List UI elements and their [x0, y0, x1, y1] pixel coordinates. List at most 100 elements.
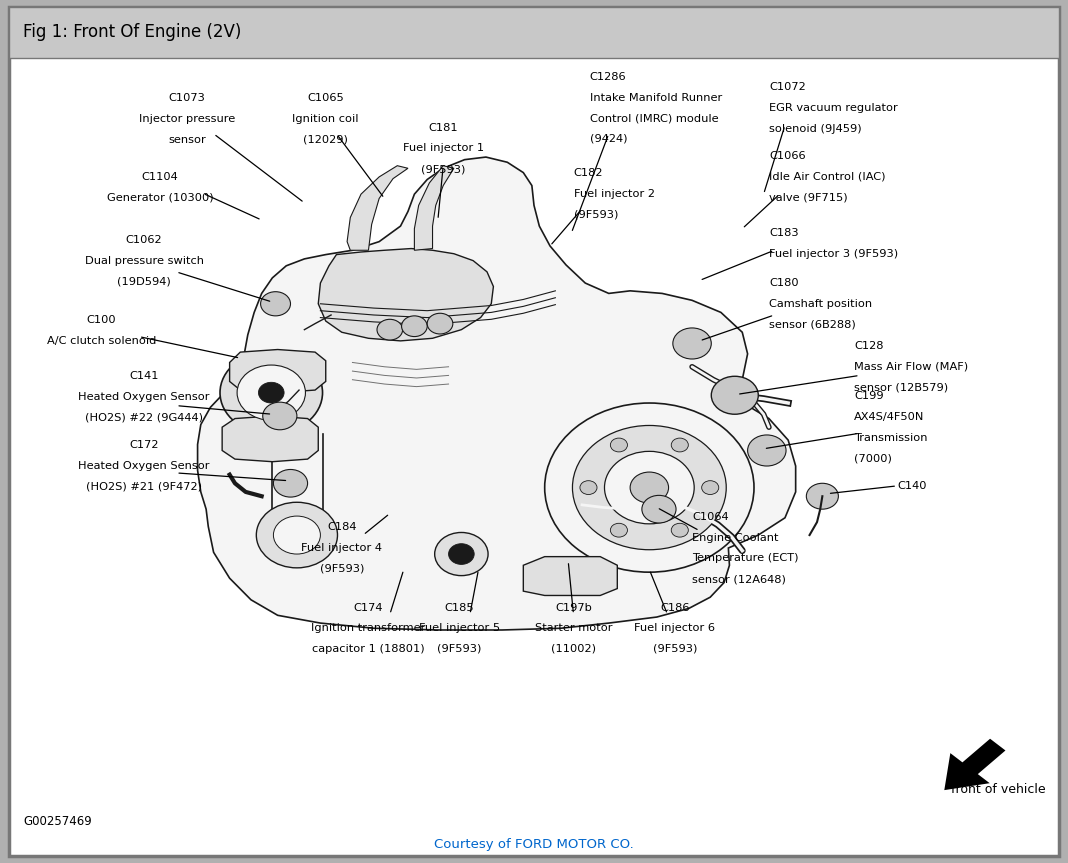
Text: (9F593): (9F593)	[437, 644, 482, 654]
Text: solenoid (9J459): solenoid (9J459)	[769, 123, 862, 134]
Text: AX4S/4F50N: AX4S/4F50N	[854, 412, 925, 422]
Polygon shape	[318, 249, 493, 341]
Text: C186: C186	[660, 602, 690, 613]
Circle shape	[604, 451, 694, 524]
Polygon shape	[523, 557, 617, 595]
Text: (9424): (9424)	[590, 134, 627, 144]
Text: sensor (12A648): sensor (12A648)	[692, 574, 786, 584]
Circle shape	[220, 351, 323, 434]
Text: (9F593): (9F593)	[574, 210, 618, 220]
Text: C1065: C1065	[308, 93, 344, 104]
Text: (9F593): (9F593)	[421, 164, 466, 174]
Text: G00257469: G00257469	[23, 815, 92, 828]
Text: Fuel injector 2: Fuel injector 2	[574, 189, 655, 199]
Text: Fuel injector 4: Fuel injector 4	[301, 543, 382, 553]
Text: (12029): (12029)	[303, 135, 348, 145]
Text: C172: C172	[129, 440, 159, 450]
Circle shape	[671, 523, 688, 537]
Text: Intake Manifold Runner: Intake Manifold Runner	[590, 92, 722, 103]
Text: C1286: C1286	[590, 72, 626, 82]
FancyBboxPatch shape	[9, 7, 1059, 856]
Text: C182: C182	[574, 168, 603, 179]
Circle shape	[673, 328, 711, 359]
Text: Fig 1: Front Of Engine (2V): Fig 1: Front Of Engine (2V)	[23, 23, 241, 41]
Text: Ignition coil: Ignition coil	[293, 114, 359, 124]
Circle shape	[611, 438, 628, 452]
Text: sensor (12B579): sensor (12B579)	[854, 382, 948, 393]
Text: Mass Air Flow (MAF): Mass Air Flow (MAF)	[854, 362, 969, 372]
Text: Control (IMRC) module: Control (IMRC) module	[590, 113, 718, 123]
Text: Transmission: Transmission	[854, 432, 928, 443]
Text: C180: C180	[769, 278, 799, 288]
Polygon shape	[414, 166, 454, 250]
Text: Fuel injector 5: Fuel injector 5	[419, 623, 500, 633]
Circle shape	[435, 532, 488, 576]
FancyArrow shape	[943, 737, 1007, 791]
Text: valve (9F715): valve (9F715)	[769, 192, 848, 203]
Text: sensor: sensor	[168, 135, 206, 145]
Text: Fuel injector 6: Fuel injector 6	[634, 623, 716, 633]
Text: C1104: C1104	[142, 172, 178, 182]
Circle shape	[273, 516, 320, 554]
Text: Engine Coolant: Engine Coolant	[692, 532, 779, 543]
Text: (HO2S) #22 (9G444): (HO2S) #22 (9G444)	[85, 413, 203, 423]
Text: C1064: C1064	[692, 512, 728, 522]
Text: (HO2S) #21 (9F472): (HO2S) #21 (9F472)	[87, 482, 202, 492]
Circle shape	[572, 425, 726, 550]
Circle shape	[711, 376, 758, 414]
Text: C184: C184	[327, 522, 357, 532]
Text: Camshaft position: Camshaft position	[769, 299, 873, 309]
Circle shape	[377, 319, 403, 340]
Text: C1073: C1073	[169, 93, 205, 104]
Text: C128: C128	[854, 341, 884, 351]
Polygon shape	[198, 157, 796, 630]
Text: capacitor 1 (18801): capacitor 1 (18801)	[312, 644, 425, 654]
Circle shape	[545, 403, 754, 572]
Circle shape	[258, 382, 284, 403]
Circle shape	[237, 365, 305, 420]
Text: C174: C174	[354, 602, 383, 613]
FancyBboxPatch shape	[9, 7, 1059, 58]
Text: Temperature (ECT): Temperature (ECT)	[692, 553, 799, 564]
Circle shape	[611, 523, 627, 537]
Text: C100: C100	[87, 315, 116, 325]
Text: (7000): (7000)	[854, 453, 892, 463]
Text: C141: C141	[129, 371, 159, 381]
Text: Ignition transformer: Ignition transformer	[311, 623, 426, 633]
Text: Heated Oxygen Sensor: Heated Oxygen Sensor	[78, 392, 210, 402]
Polygon shape	[230, 350, 326, 393]
Circle shape	[748, 435, 786, 466]
Text: Heated Oxygen Sensor: Heated Oxygen Sensor	[78, 461, 210, 471]
Circle shape	[671, 438, 688, 452]
Text: (11002): (11002)	[551, 644, 596, 654]
Circle shape	[702, 481, 719, 494]
Circle shape	[256, 502, 337, 568]
Polygon shape	[222, 416, 318, 462]
Circle shape	[402, 316, 427, 337]
Text: (9F593): (9F593)	[653, 644, 697, 654]
Text: C140: C140	[897, 481, 927, 491]
Circle shape	[427, 313, 453, 334]
Circle shape	[642, 495, 676, 523]
Circle shape	[580, 481, 597, 494]
Text: front of vehicle: front of vehicle	[952, 783, 1046, 796]
Text: EGR vacuum regulator: EGR vacuum regulator	[769, 103, 898, 113]
Text: Courtesy of FORD MOTOR CO.: Courtesy of FORD MOTOR CO.	[434, 837, 634, 851]
Text: Dual pressure switch: Dual pressure switch	[84, 255, 204, 266]
Circle shape	[806, 483, 838, 509]
Text: Injector pressure: Injector pressure	[139, 114, 235, 124]
Text: A/C clutch solenoid: A/C clutch solenoid	[47, 336, 156, 346]
Text: (9F593): (9F593)	[319, 564, 364, 574]
Circle shape	[261, 292, 290, 316]
Text: Fuel injector 3 (9F593): Fuel injector 3 (9F593)	[769, 249, 898, 259]
Text: C183: C183	[769, 228, 799, 238]
Circle shape	[449, 544, 474, 564]
Text: Idle Air Control (IAC): Idle Air Control (IAC)	[769, 172, 885, 182]
Text: C1062: C1062	[126, 235, 162, 245]
Text: Generator (10300): Generator (10300)	[107, 192, 214, 203]
Text: C1066: C1066	[769, 151, 805, 161]
Text: C181: C181	[428, 123, 458, 133]
Text: Fuel injector 1: Fuel injector 1	[403, 143, 484, 154]
Circle shape	[630, 472, 669, 503]
Text: C197b: C197b	[555, 602, 592, 613]
